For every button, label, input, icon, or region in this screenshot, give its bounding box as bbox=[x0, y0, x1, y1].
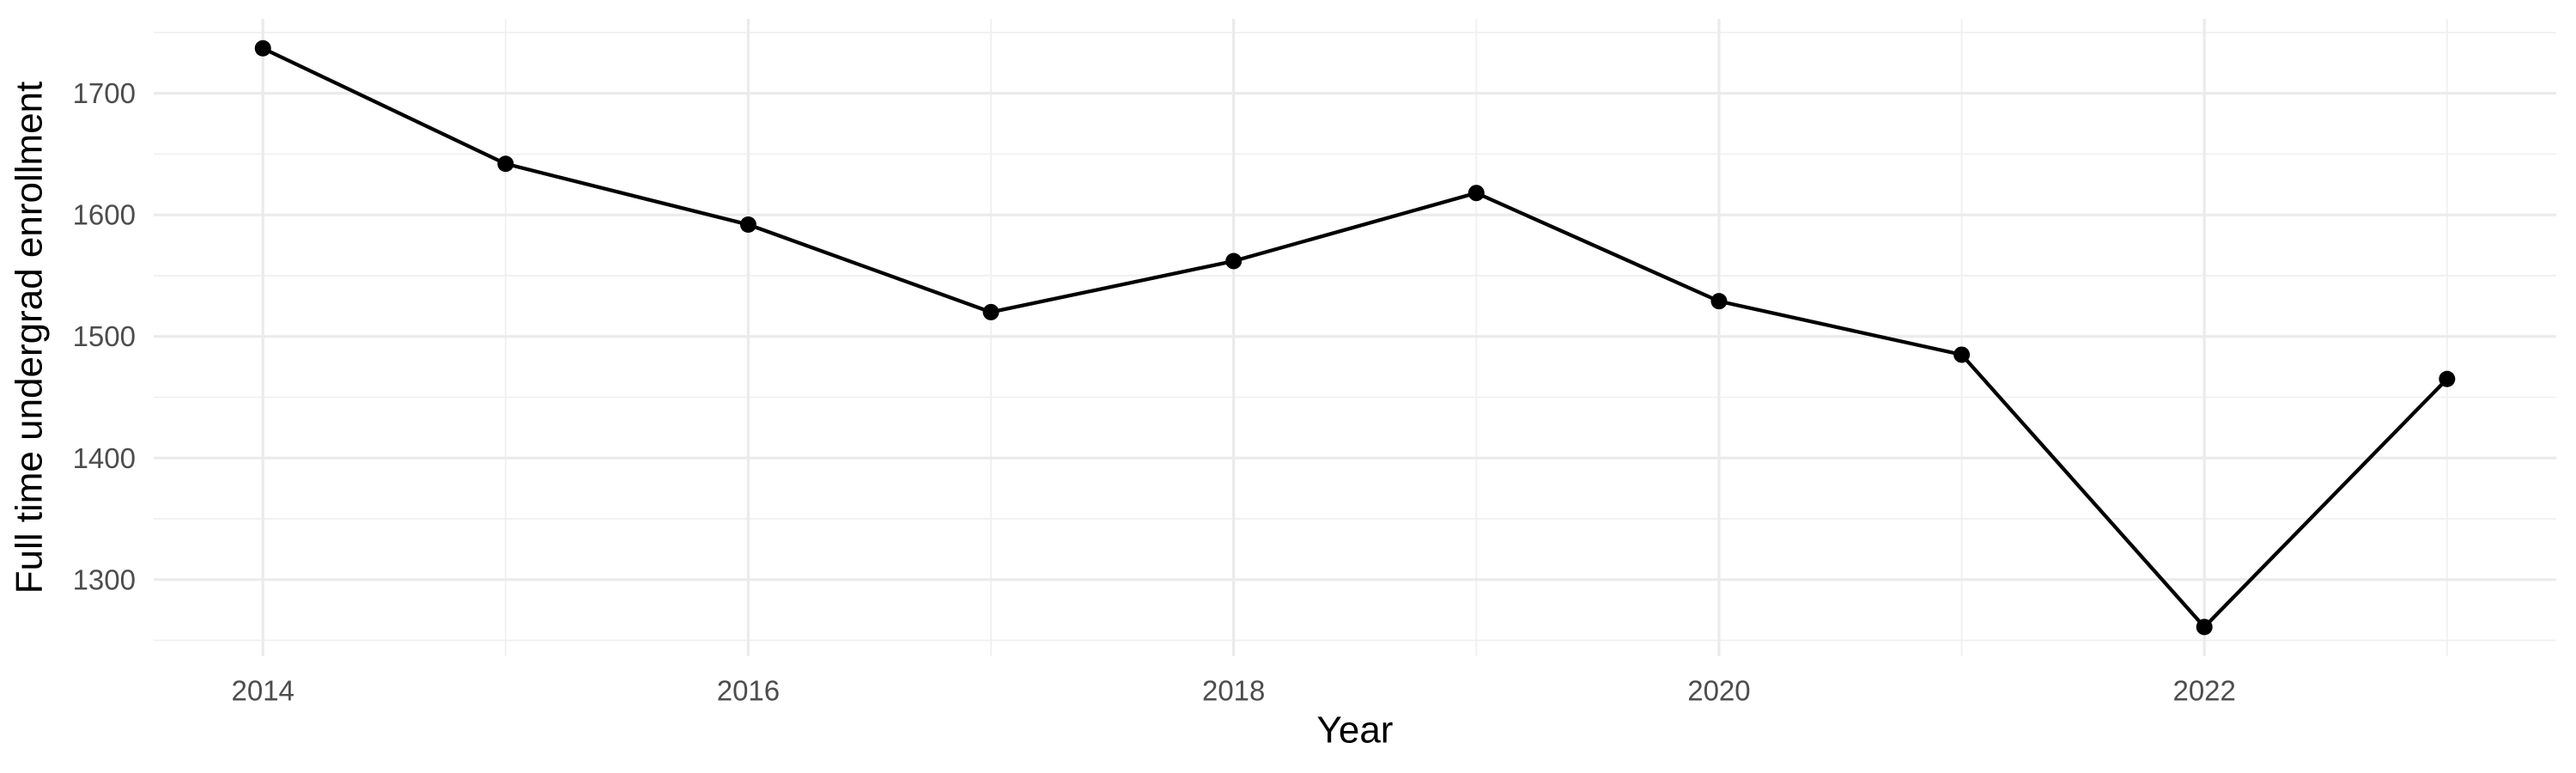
trend-line bbox=[262, 46, 2449, 630]
data-point bbox=[1467, 185, 1485, 202]
x-axis-title: Year bbox=[1317, 709, 1394, 752]
data-point bbox=[739, 216, 756, 234]
data-point bbox=[2196, 618, 2213, 636]
data-point bbox=[254, 40, 271, 57]
data-point bbox=[982, 303, 999, 320]
data-series bbox=[254, 40, 2456, 636]
x-tick-label: 2016 bbox=[717, 675, 780, 707]
major-gridlines bbox=[154, 19, 2556, 656]
y-axis-title: Full time undergrad enrollment bbox=[9, 82, 51, 594]
y-tick-label: 1700 bbox=[73, 77, 136, 109]
x-tick-label: 2018 bbox=[1202, 675, 1265, 707]
x-tick-label: 2022 bbox=[2172, 675, 2235, 707]
data-point bbox=[497, 155, 514, 173]
y-tick-label: 1500 bbox=[73, 320, 136, 352]
minor-gridlines bbox=[154, 19, 2556, 656]
x-tick-label: 2014 bbox=[231, 675, 294, 707]
data-point bbox=[2439, 370, 2456, 387]
x-axis-tick-labels: 2014 2016 2018 2020 2022 bbox=[231, 675, 2235, 707]
data-point bbox=[1710, 293, 1728, 310]
data-point bbox=[1225, 253, 1242, 270]
x-tick-label: 2020 bbox=[1687, 675, 1750, 707]
y-axis-tick-labels: 1300 1400 1500 1600 1700 bbox=[73, 77, 136, 595]
y-tick-label: 1600 bbox=[73, 199, 136, 231]
y-tick-label: 1300 bbox=[73, 563, 136, 595]
data-point bbox=[1953, 346, 1971, 363]
y-tick-label: 1400 bbox=[73, 442, 136, 474]
